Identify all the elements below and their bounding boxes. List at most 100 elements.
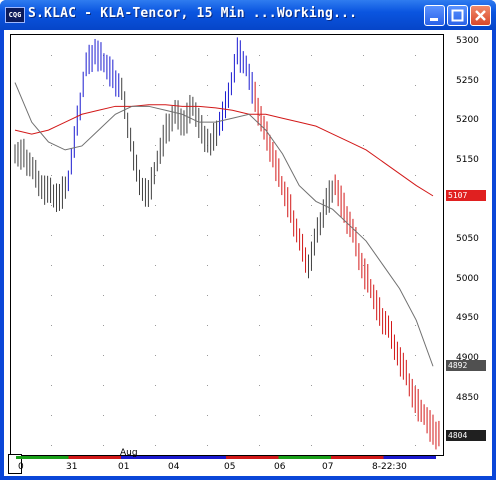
session-segment bbox=[68, 456, 121, 459]
grid-dot bbox=[103, 385, 104, 386]
chart-area[interactable]: 5300525052005150510050505000495049004850… bbox=[4, 30, 492, 476]
grid-dot bbox=[415, 145, 416, 146]
grid-dot bbox=[415, 205, 416, 206]
grid-dot bbox=[207, 385, 208, 386]
grid-dot bbox=[311, 325, 312, 326]
grid-dot bbox=[51, 355, 52, 356]
grid-dot bbox=[155, 145, 156, 146]
grid-dot bbox=[415, 355, 416, 356]
price-chart-svg bbox=[14, 37, 440, 450]
grid-dot bbox=[51, 445, 52, 446]
grid-dot bbox=[415, 55, 416, 56]
grid-dot bbox=[51, 385, 52, 386]
grid-dot bbox=[103, 415, 104, 416]
grid-dot bbox=[207, 325, 208, 326]
session-color-bar bbox=[16, 456, 436, 459]
grid-dot bbox=[311, 235, 312, 236]
grid-dot bbox=[259, 415, 260, 416]
grid-dot bbox=[259, 265, 260, 266]
price-axis-label: 4950 bbox=[456, 313, 479, 324]
grid-dot bbox=[51, 175, 52, 176]
price-axis-label: 5150 bbox=[456, 154, 479, 165]
minimize-button[interactable] bbox=[424, 5, 445, 26]
grid-dot bbox=[363, 175, 364, 176]
grid-dot bbox=[207, 445, 208, 446]
grid-dot bbox=[259, 175, 260, 176]
grid-dot bbox=[259, 205, 260, 206]
grid-dot bbox=[311, 85, 312, 86]
grid-dot bbox=[415, 175, 416, 176]
grid-dot bbox=[51, 55, 52, 56]
grid-dot bbox=[207, 205, 208, 206]
grid-dot bbox=[103, 445, 104, 446]
grid-dot bbox=[155, 85, 156, 86]
session-segment bbox=[16, 456, 69, 459]
grid-dot bbox=[103, 325, 104, 326]
grid-dot bbox=[415, 265, 416, 266]
grid-dot bbox=[51, 295, 52, 296]
grid-dot bbox=[415, 235, 416, 236]
time-axis: Aug 0 31 01 04 05 06 07 8-22:30 bbox=[16, 448, 436, 476]
session-segment bbox=[121, 456, 174, 459]
grid-dot bbox=[207, 295, 208, 296]
time-axis-label: 01 bbox=[118, 462, 130, 472]
grid-dot bbox=[415, 115, 416, 116]
title-bar[interactable]: CQG S.KLAC - KLA-Tencor, 15 Min ...Worki… bbox=[0, 0, 496, 30]
close-button[interactable] bbox=[470, 5, 491, 26]
grid-dot bbox=[51, 265, 52, 266]
session-segment bbox=[173, 456, 226, 459]
grid-dot bbox=[311, 355, 312, 356]
grid-dot bbox=[363, 55, 364, 56]
grid-dot bbox=[207, 355, 208, 356]
price-axis-label: 5300 bbox=[456, 35, 479, 46]
grid-dot bbox=[207, 265, 208, 266]
cqg-app-icon[interactable]: CQG bbox=[5, 7, 25, 23]
grid-dot bbox=[103, 85, 104, 86]
grid-dot bbox=[363, 85, 364, 86]
grid-dot bbox=[155, 175, 156, 176]
grid-dot bbox=[415, 415, 416, 416]
grid-dot bbox=[363, 205, 364, 206]
grid-dot bbox=[155, 235, 156, 236]
grid-dot bbox=[103, 265, 104, 266]
grid-dot bbox=[311, 415, 312, 416]
price-tag: 5107 bbox=[446, 189, 486, 201]
grid-dot bbox=[259, 85, 260, 86]
grid-dot bbox=[103, 115, 104, 116]
moving-average-slow-line bbox=[14, 104, 434, 197]
grid-dot bbox=[363, 295, 364, 296]
price-axis-label: 4900 bbox=[456, 352, 479, 363]
session-segment bbox=[278, 456, 331, 459]
time-axis-label: 06 bbox=[274, 462, 286, 472]
minimize-icon bbox=[430, 18, 438, 21]
month-label: Aug bbox=[120, 448, 138, 458]
grid-dot bbox=[155, 55, 156, 56]
grid-dot bbox=[311, 145, 312, 146]
session-segment bbox=[383, 456, 436, 459]
grid-dot bbox=[363, 445, 364, 446]
grid-dot bbox=[207, 115, 208, 116]
time-axis-label: 07 bbox=[322, 462, 334, 472]
moving-average-fast-line bbox=[14, 82, 434, 367]
grid-dot bbox=[155, 205, 156, 206]
grid-dot bbox=[415, 385, 416, 386]
grid-dot bbox=[259, 235, 260, 236]
close-icon bbox=[475, 10, 486, 21]
grid-dot bbox=[155, 445, 156, 446]
maximize-icon bbox=[451, 9, 464, 22]
grid-dot bbox=[259, 355, 260, 356]
price-axis-label: 5250 bbox=[456, 75, 479, 86]
maximize-button[interactable] bbox=[447, 5, 468, 26]
grid-dot bbox=[103, 175, 104, 176]
grid-dot bbox=[311, 295, 312, 296]
grid-dot bbox=[103, 295, 104, 296]
grid-dot bbox=[415, 325, 416, 326]
grid-dot bbox=[51, 115, 52, 116]
grid-dot bbox=[51, 85, 52, 86]
grid-dot bbox=[51, 235, 52, 236]
grid-dot bbox=[363, 265, 364, 266]
grid-dot bbox=[207, 415, 208, 416]
grid-dot bbox=[51, 325, 52, 326]
grid-dot bbox=[415, 295, 416, 296]
price-plot[interactable] bbox=[10, 34, 444, 456]
